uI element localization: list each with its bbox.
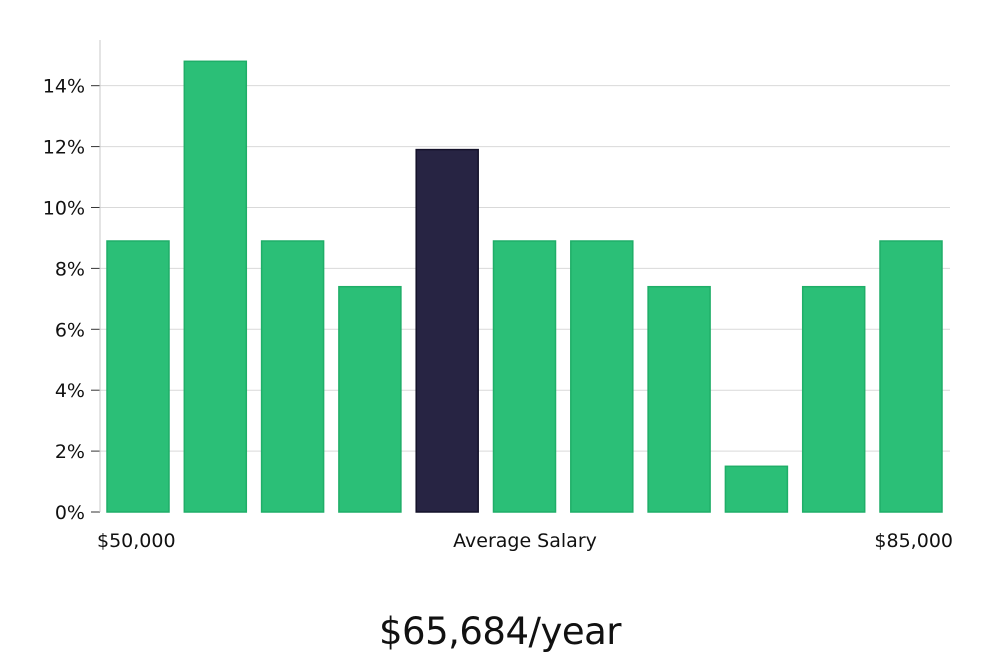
y-tick-label: 2% bbox=[55, 441, 85, 463]
x-axis-min-label: $50,000 bbox=[97, 530, 176, 552]
bar bbox=[106, 240, 170, 513]
y-tick-label: 0% bbox=[55, 502, 85, 524]
bar bbox=[801, 285, 866, 513]
y-tick-label: 14% bbox=[43, 76, 85, 98]
y-tick-label: 4% bbox=[55, 380, 85, 402]
y-tick-label: 12% bbox=[43, 137, 85, 159]
bar bbox=[879, 240, 943, 513]
bar bbox=[570, 240, 634, 513]
bar bbox=[183, 60, 248, 513]
bar bbox=[724, 465, 789, 513]
bar-highlighted bbox=[415, 148, 479, 513]
average-salary-value: $65,684/year bbox=[378, 610, 622, 653]
bar bbox=[338, 285, 402, 513]
y-tick-label: 6% bbox=[55, 319, 85, 341]
bar bbox=[260, 240, 325, 513]
y-tick-label: 10% bbox=[43, 197, 85, 219]
bar bbox=[492, 240, 557, 513]
bar bbox=[647, 285, 711, 513]
x-axis-max-label: $85,000 bbox=[874, 530, 953, 552]
x-axis-title: Average Salary bbox=[453, 530, 597, 552]
bars bbox=[106, 60, 943, 513]
y-tick-label: 8% bbox=[55, 258, 85, 280]
y-axis-ticks: 0% 2% 4% 6% 8% 10% 12% 14% bbox=[43, 76, 100, 524]
